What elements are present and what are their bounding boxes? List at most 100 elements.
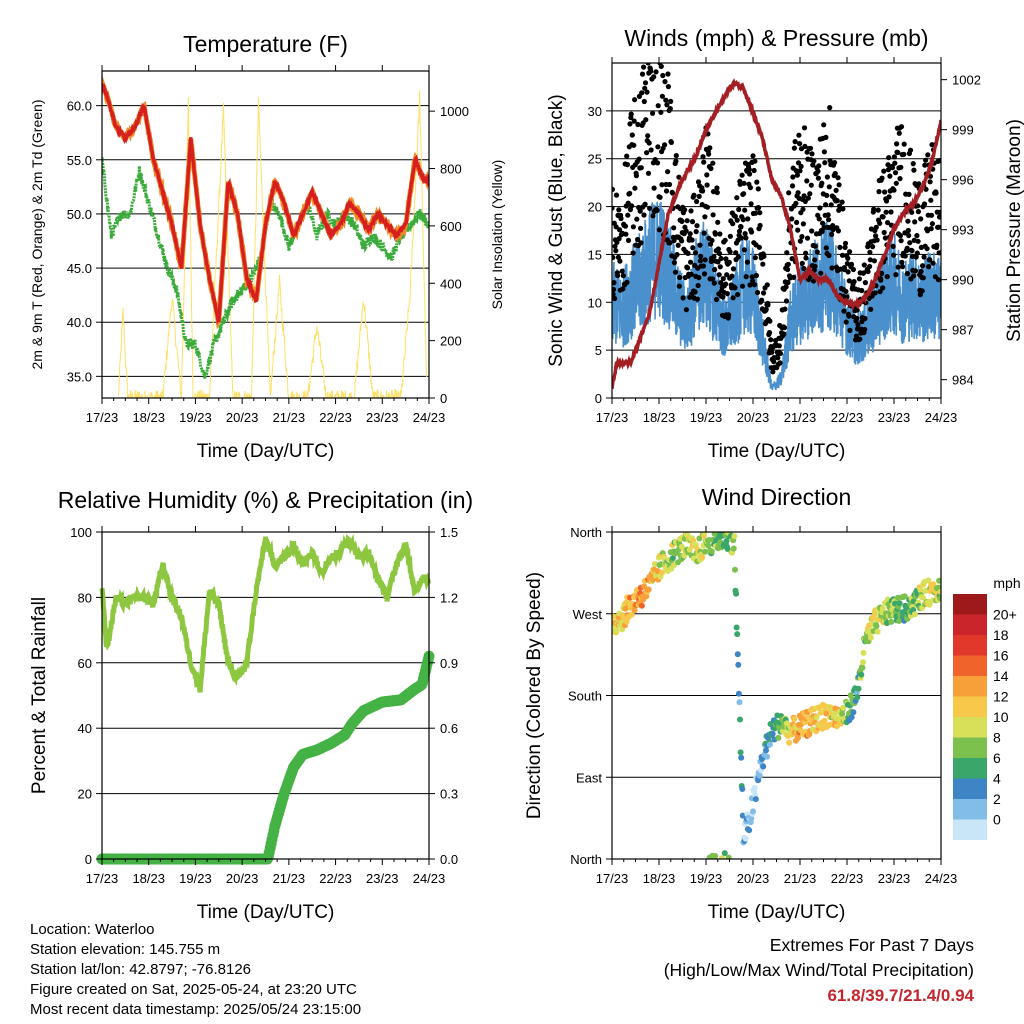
gust-point [937,157,941,164]
gust-point [683,228,689,234]
gust-point [671,260,678,266]
gust-point [775,355,781,361]
humidity-y-tick-label: 0 [85,852,92,867]
winds-panel: Winds (mph) & Pressure (mb) 17/23 18/23 19/… [546,25,1024,462]
direction-point [752,796,759,803]
gust-point [816,216,822,222]
speed-colorbar: mph 20+ 18 16 14 12 10 8 6 4 2 0 [953,575,1021,840]
gust-point [735,254,741,260]
colorbar-label: 10 [993,709,1009,725]
gust-point [821,224,827,231]
direction-point [734,631,741,638]
gust-point [870,244,876,250]
gust-point [739,172,745,178]
temperature-x-tick-label: 19/23 [179,410,212,425]
gust-point [776,343,782,349]
gust-point [793,168,799,174]
direction-point [651,561,658,567]
temperature-series [102,75,429,398]
direction-point [751,784,758,791]
gust-point [915,238,921,244]
gust-point [826,252,832,259]
gust-point [826,184,832,190]
gust-point [798,163,804,169]
gust-point [613,192,620,198]
gust-point [861,262,867,268]
gust-point [909,248,915,254]
gust-point [622,223,629,229]
gust-point [712,267,718,273]
gust-point [714,185,720,191]
gust-point [701,159,707,165]
extremes-title: Extremes For Past 7 Days [769,935,974,955]
winds-x-tick-label: 21/23 [784,410,817,425]
gust-point [620,273,626,279]
direction-point [858,671,865,678]
gust-point [612,280,617,286]
gust-point [801,265,807,272]
gust-point [612,286,617,293]
humidity-y2-tick-label: 0.0 [440,852,458,867]
gust-point [695,179,702,185]
gust-point [709,237,715,244]
direction-point [742,835,749,842]
direction-point [708,548,715,555]
gust-point [750,153,756,159]
gust-point [659,93,666,99]
winds-x-tick-label: 18/23 [643,410,676,425]
direction-point [735,690,742,697]
gust-point [747,171,753,177]
gust-point [783,298,790,304]
direction-point [628,611,635,618]
direction-point [879,605,886,612]
colorbar-label: 0 [993,812,1001,828]
gust-point [724,291,731,297]
gust-point [799,260,805,266]
gust-point [846,313,852,319]
gust-point [930,260,936,266]
gust-point [694,223,700,229]
gust-point [708,165,714,172]
gust-point [751,167,757,174]
station-location: Location: Waterloo [30,921,155,938]
gust-point [880,285,886,291]
gust-point [635,121,641,128]
gust-point [672,269,679,275]
gust-point [902,253,908,259]
gust-point [914,233,920,239]
gust-point [671,238,677,244]
direction-point [860,649,867,656]
winds-y-tick-label: 25 [588,152,602,167]
figure-created: Figure created on Sat, 2025-05-24, at 23… [30,981,357,998]
temperature-x-tick-label: 18/23 [132,410,165,425]
gust-point [612,291,616,297]
colorbar-swatch [953,676,987,697]
gust-point [898,164,904,170]
gust-point [895,149,901,156]
gust-point [835,175,841,181]
gust-point [675,242,681,248]
gust-point [642,85,648,91]
gust-point [668,98,674,104]
gust-point [673,153,679,159]
extremes-summary: Extremes For Past 7 Days (High/Low/Max W… [664,933,974,1008]
gust-point [618,215,624,222]
direction-point [654,568,661,575]
gust-point [704,172,710,178]
gust-point [749,274,755,280]
gust-point [753,210,759,216]
humidity-y2-tick-label: 0.9 [440,656,458,671]
gust-point [643,117,649,123]
gust-point [847,249,853,255]
direction-point [669,555,676,561]
gust-point [723,281,729,287]
temperature-y-tick-label: 60.0 [67,99,92,114]
gust-point [733,250,739,256]
gust-point [616,227,623,233]
gust-point [754,289,761,296]
gust-point [911,167,917,173]
gust-point [654,207,660,213]
gust-point [918,268,924,274]
gust-point [747,282,753,288]
gust-point [715,259,721,265]
